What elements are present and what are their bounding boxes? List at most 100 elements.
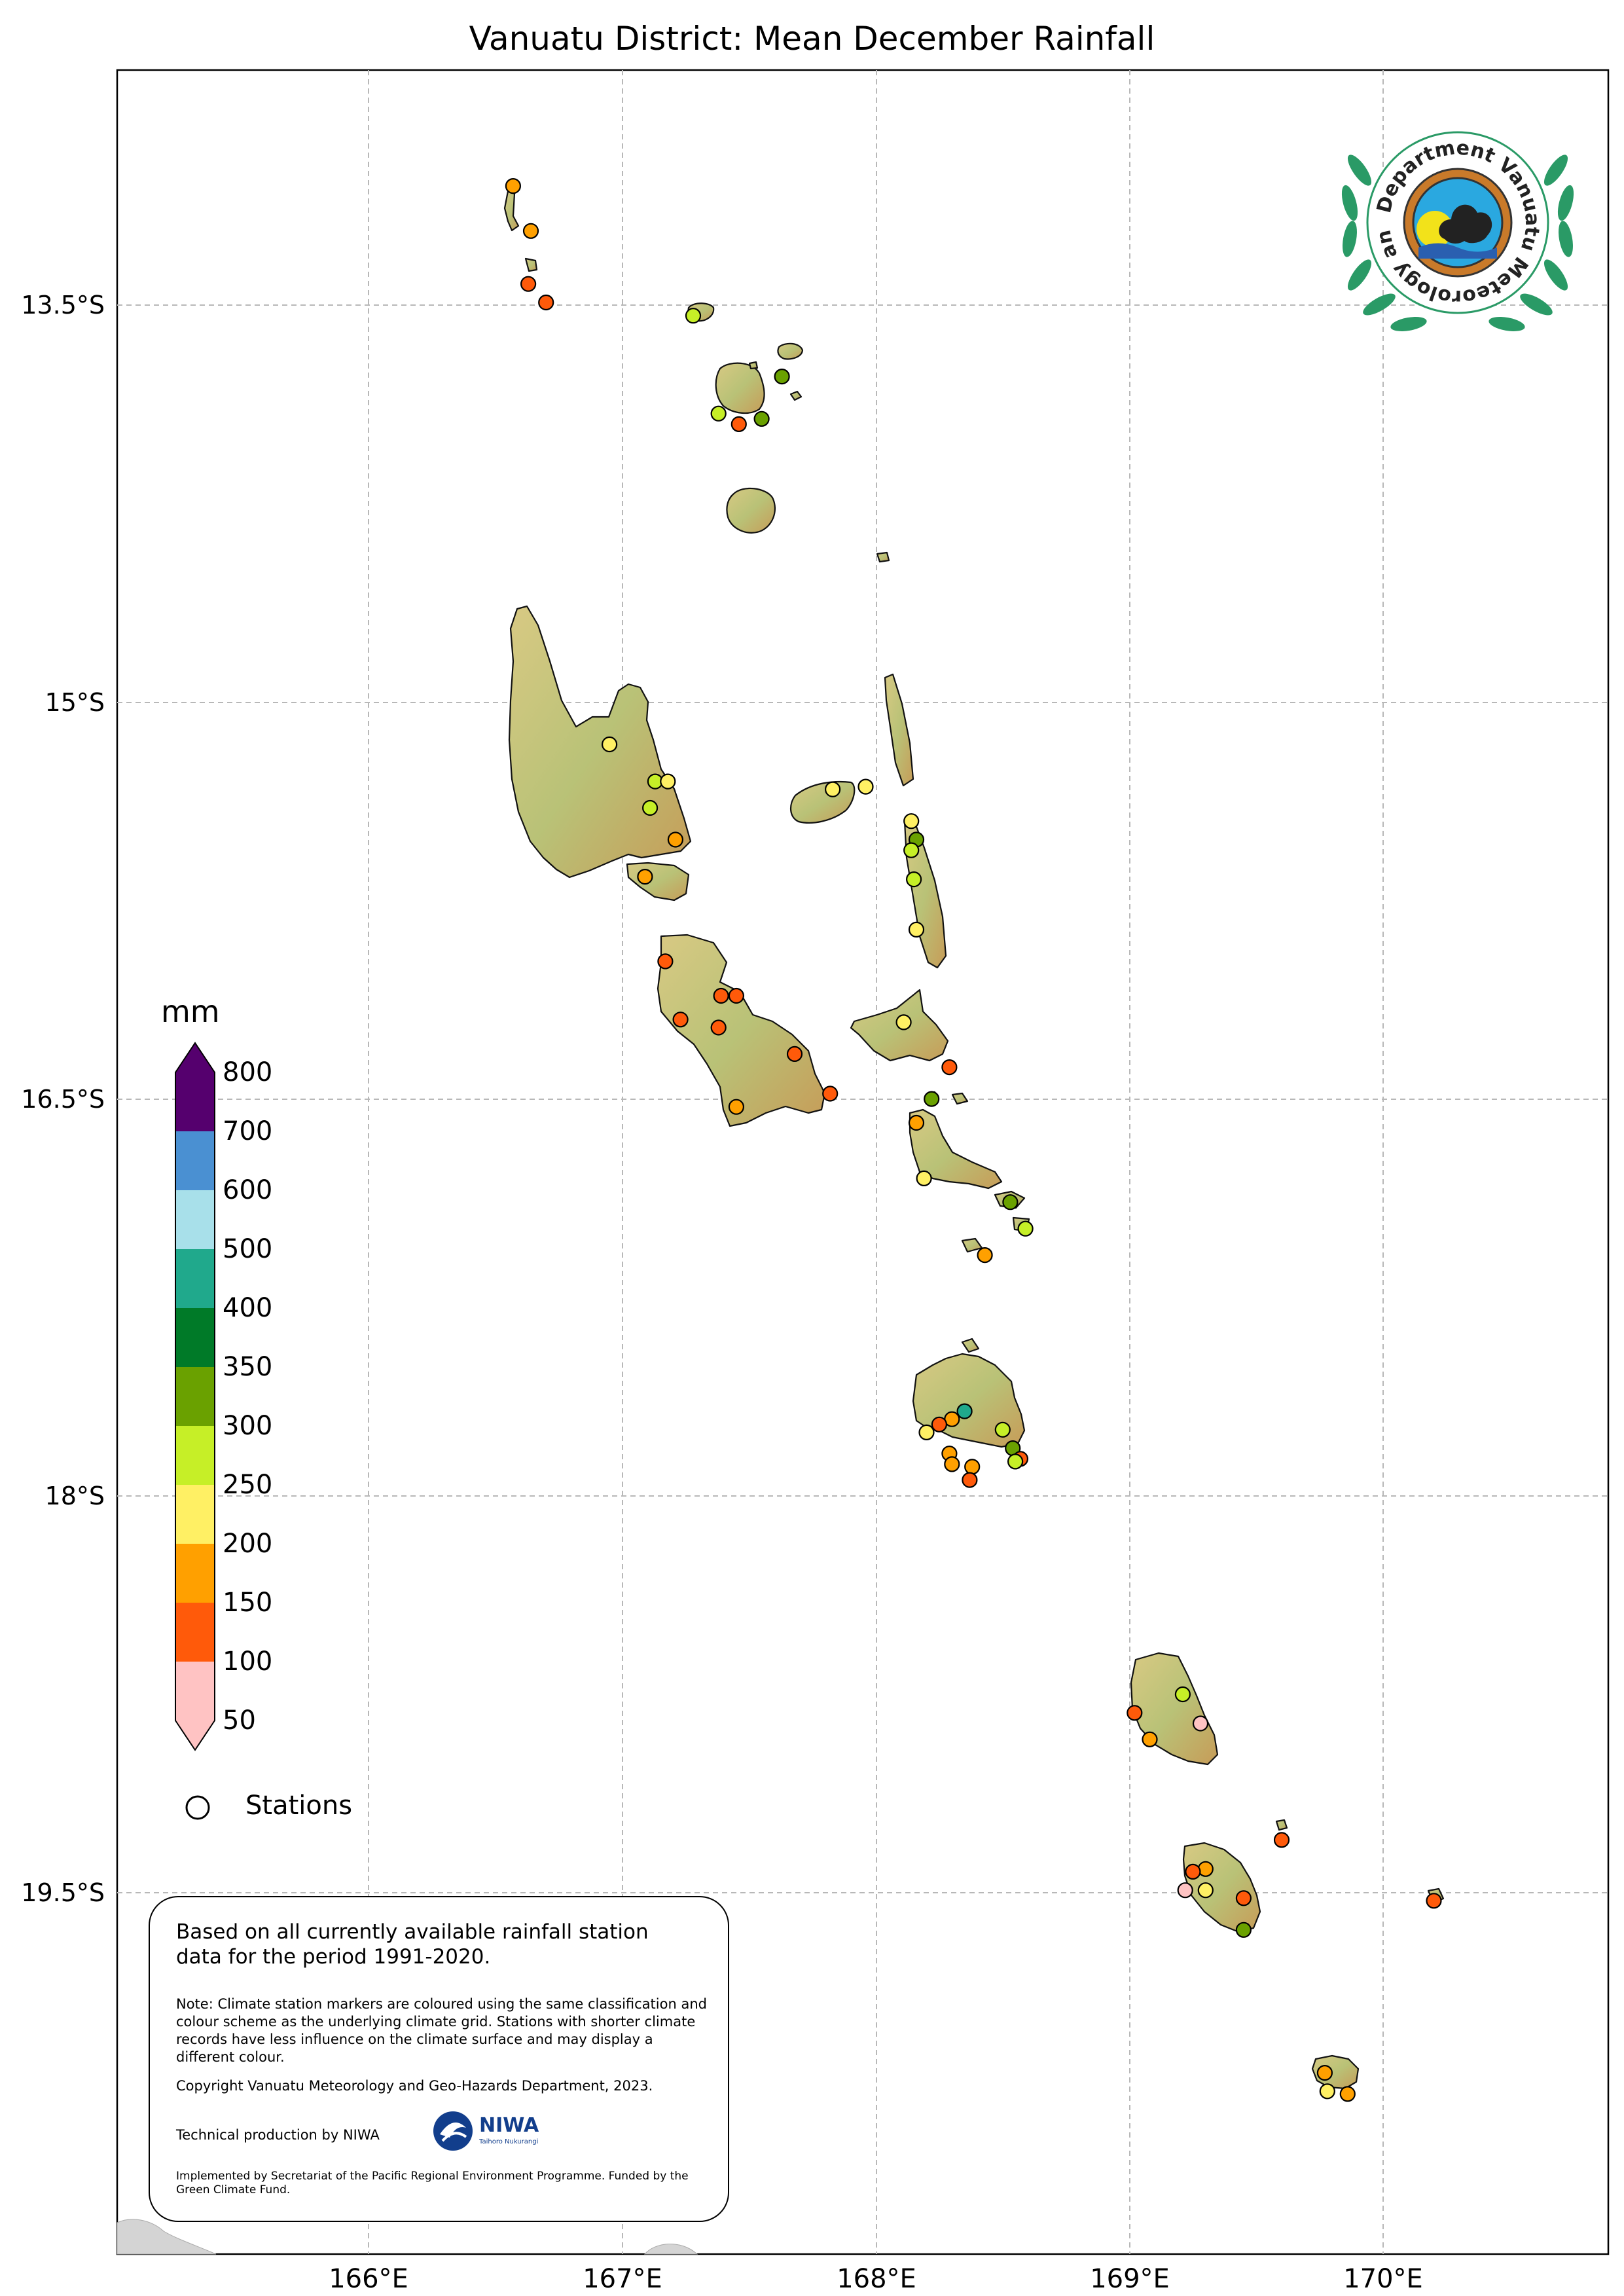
station-marker[interactable] — [1192, 1715, 1209, 1732]
station-marker[interactable] — [685, 308, 702, 324]
station-marker[interactable] — [1142, 1731, 1158, 1747]
info-main-text: Based on all currently available rainfal… — [176, 1920, 649, 1969]
landmass-corner-2 — [643, 2244, 698, 2255]
station-marker[interactable] — [1174, 1686, 1191, 1703]
station-marker[interactable] — [1185, 1863, 1201, 1880]
station-marker[interactable] — [713, 987, 729, 1004]
island-malekula — [657, 934, 826, 1127]
colorbar-bin — [175, 1131, 215, 1190]
station-marker[interactable] — [538, 294, 554, 311]
station-marker[interactable] — [1235, 1890, 1252, 1906]
cb-label-700: 700 — [223, 1116, 273, 1146]
cb-label-400: 400 — [223, 1293, 273, 1323]
station-marker[interactable] — [962, 1472, 978, 1488]
colorbar-bin — [175, 1190, 215, 1249]
logo-wave — [1418, 243, 1497, 259]
station-marker[interactable] — [908, 921, 925, 938]
lat-label-16-5: 16.5°S — [21, 1085, 105, 1114]
station-marker[interactable] — [964, 1459, 981, 1475]
island-torres-north — [503, 190, 520, 232]
station-marker[interactable] — [637, 868, 653, 885]
colorbar-outline — [175, 1042, 215, 1751]
colorbar — [175, 1042, 215, 1751]
station-marker[interactable] — [660, 773, 676, 790]
station-marker[interactable] — [1007, 1453, 1024, 1470]
cb-label-150: 150 — [223, 1588, 273, 1618]
station-marker[interactable] — [924, 1091, 940, 1107]
station-marker[interactable] — [916, 1170, 932, 1187]
colorbar-bin — [175, 1043, 215, 1131]
station-marker[interactable] — [918, 1424, 935, 1440]
station-marker[interactable] — [903, 842, 920, 858]
station-marker[interactable] — [774, 368, 790, 385]
colorbar-bin — [175, 1544, 215, 1603]
station-marker[interactable] — [1273, 1832, 1290, 1848]
station-marker[interactable] — [641, 799, 659, 816]
station-marker[interactable] — [931, 1416, 948, 1432]
station-marker[interactable] — [786, 1046, 803, 1063]
station-marker[interactable] — [753, 410, 770, 427]
station-marker[interactable] — [505, 178, 522, 194]
station-marker[interactable] — [1426, 1893, 1442, 1909]
station-marker[interactable] — [956, 1403, 973, 1419]
station-marker[interactable] — [1319, 2083, 1335, 2100]
stations-legend-label: Stations — [245, 1791, 353, 1821]
island-gaua — [726, 487, 776, 534]
info-technical-text: Technical production by NIWA — [176, 2127, 380, 2143]
station-marker[interactable] — [1017, 1220, 1034, 1237]
station-marker[interactable] — [977, 1247, 993, 1264]
station-marker[interactable] — [667, 831, 684, 848]
station-marker[interactable] — [1339, 2086, 1356, 2102]
lon-label-166: 166°E — [329, 2264, 408, 2294]
station-marker[interactable] — [1235, 1922, 1252, 1938]
station-marker[interactable] — [822, 1085, 839, 1102]
station-marker[interactable] — [905, 871, 922, 888]
station-markers — [505, 178, 1442, 2102]
cloud-icon — [1439, 204, 1492, 244]
island-rowa — [789, 390, 803, 401]
station-marker[interactable] — [731, 416, 747, 433]
station-marker[interactable] — [903, 813, 920, 829]
station-marker[interactable] — [941, 1059, 958, 1076]
station-marker[interactable] — [710, 405, 727, 422]
island-maewo — [884, 673, 914, 787]
station-marker[interactable] — [895, 1014, 912, 1030]
island-merelava — [876, 551, 890, 563]
station-marker[interactable] — [728, 987, 745, 1004]
station-marker[interactable] — [994, 1421, 1011, 1438]
station-marker[interactable] — [657, 953, 674, 970]
lat-label-15: 15°S — [45, 688, 105, 717]
station-marker[interactable] — [522, 223, 539, 239]
island-epi — [909, 1108, 1003, 1190]
station-marker[interactable] — [857, 778, 874, 795]
cb-label-800: 800 — [223, 1057, 273, 1087]
station-marker[interactable] — [520, 276, 537, 292]
station-marker[interactable] — [1197, 1882, 1214, 1899]
station-marker[interactable] — [1197, 1861, 1214, 1877]
cb-label-500: 500 — [223, 1234, 273, 1264]
station-marker[interactable] — [672, 1011, 689, 1028]
cb-label-250: 250 — [223, 1470, 273, 1500]
graticule — [117, 70, 1608, 2254]
station-marker[interactable] — [1127, 1705, 1143, 1721]
lon-label-168: 168°E — [837, 2264, 916, 2294]
station-marker[interactable] — [1316, 2065, 1333, 2081]
station-marker[interactable] — [824, 781, 841, 797]
station-marker[interactable] — [1177, 1882, 1193, 1899]
colorbar-bin — [175, 1662, 215, 1750]
station-marker[interactable] — [944, 1456, 960, 1472]
station-marker[interactable] — [728, 1099, 745, 1115]
cb-label-100: 100 — [223, 1647, 273, 1677]
lat-label-13-5: 13.5°S — [21, 291, 105, 319]
map-frame — [116, 69, 1610, 2255]
niwa-logo: NIWA Taihoro Nukurangi — [433, 2111, 539, 2151]
colorbar-bin — [175, 1308, 215, 1367]
station-marker[interactable] — [1002, 1194, 1019, 1211]
landmass-corner — [117, 2219, 217, 2255]
station-marker[interactable] — [601, 736, 618, 753]
island-mota — [748, 361, 759, 370]
station-marker[interactable] — [710, 1019, 727, 1036]
legend-unit: mm — [161, 994, 220, 1029]
station-marker[interactable] — [908, 1114, 925, 1131]
